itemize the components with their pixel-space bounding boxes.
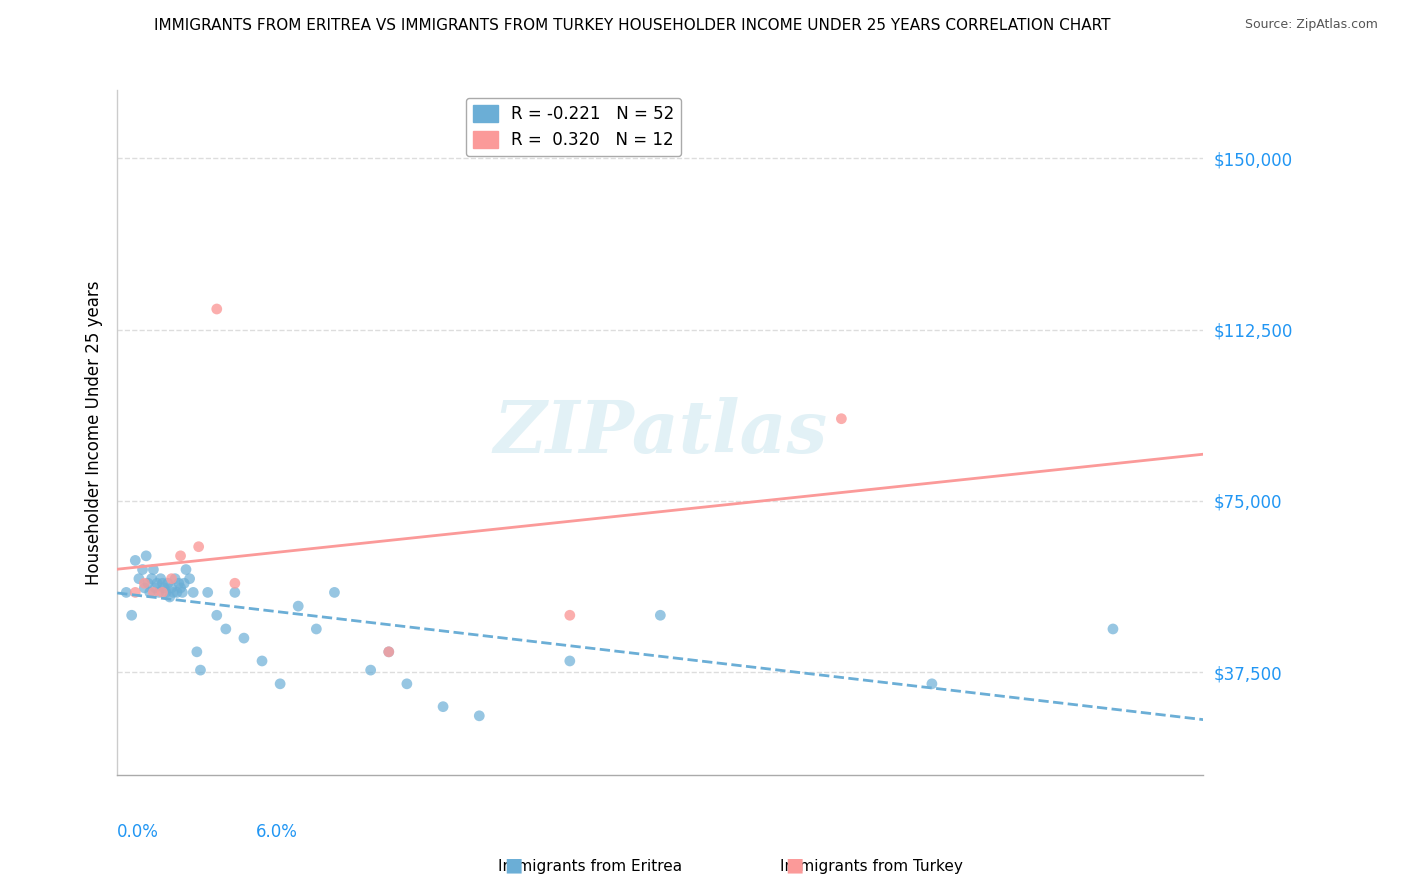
Point [232, 631, 254, 645]
Text: 0.0%: 0.0% [117, 823, 159, 841]
Point [287, 599, 309, 614]
Point [143, 581, 166, 595]
Point [205, 608, 228, 623]
Point [131, 563, 153, 577]
Point [187, 540, 209, 554]
Point [155, 585, 177, 599]
Point [395, 677, 418, 691]
Point [224, 576, 246, 591]
Text: Source: ZipAtlas.com: Source: ZipAtlas.com [1244, 18, 1378, 31]
Point [128, 572, 150, 586]
Point [142, 563, 165, 577]
Point [186, 645, 208, 659]
Point [558, 608, 581, 623]
Point [134, 581, 156, 595]
Point [181, 585, 204, 599]
Point [167, 576, 190, 591]
Text: Immigrants from Eritrea: Immigrants from Eritrea [499, 859, 682, 874]
Point [169, 581, 191, 595]
Point [468, 708, 491, 723]
Point [323, 585, 346, 599]
Point [830, 411, 852, 425]
Point [215, 622, 238, 636]
Point [921, 677, 943, 691]
Point [156, 576, 179, 591]
Point [378, 645, 401, 659]
Point [115, 585, 138, 599]
Point [378, 645, 401, 659]
Point [558, 654, 581, 668]
Point [174, 563, 197, 577]
Point [124, 585, 146, 599]
Point [205, 301, 228, 316]
Point [152, 585, 174, 599]
Point [135, 549, 157, 563]
Point [149, 572, 172, 586]
Point [139, 585, 162, 599]
Text: ■: ■ [503, 855, 523, 874]
Point [160, 581, 183, 595]
Point [160, 572, 183, 586]
Point [162, 585, 184, 599]
Point [190, 663, 212, 677]
Y-axis label: Householder Income Under 25 years: Householder Income Under 25 years [86, 280, 103, 584]
Point [172, 585, 194, 599]
Point [1102, 622, 1125, 636]
Point [224, 585, 246, 599]
Point [141, 572, 163, 586]
Point [169, 549, 191, 563]
Point [146, 576, 169, 591]
Point [134, 576, 156, 591]
Point [121, 608, 143, 623]
Text: IMMIGRANTS FROM ERITREA VS IMMIGRANTS FROM TURKEY HOUSEHOLDER INCOME UNDER 25 YE: IMMIGRANTS FROM ERITREA VS IMMIGRANTS FR… [155, 18, 1111, 33]
Point [124, 553, 146, 567]
Point [197, 585, 219, 599]
Point [153, 581, 176, 595]
Point [360, 663, 382, 677]
Point [142, 585, 165, 599]
Point [165, 572, 187, 586]
Point [305, 622, 328, 636]
Point [432, 699, 454, 714]
Point [136, 576, 159, 591]
Point [159, 590, 181, 604]
Point [650, 608, 672, 623]
Legend: R = -0.221   N = 52, R =  0.320   N = 12: R = -0.221 N = 52, R = 0.320 N = 12 [465, 98, 681, 156]
Point [152, 576, 174, 591]
Point [179, 572, 201, 586]
Point [173, 576, 195, 591]
Point [269, 677, 291, 691]
Text: 6.0%: 6.0% [256, 823, 298, 841]
Point [148, 585, 170, 599]
Point [166, 585, 188, 599]
Text: ■: ■ [785, 855, 804, 874]
Text: ZIPatlas: ZIPatlas [494, 397, 827, 468]
Point [250, 654, 273, 668]
Text: Immigrants from Turkey: Immigrants from Turkey [780, 859, 963, 874]
